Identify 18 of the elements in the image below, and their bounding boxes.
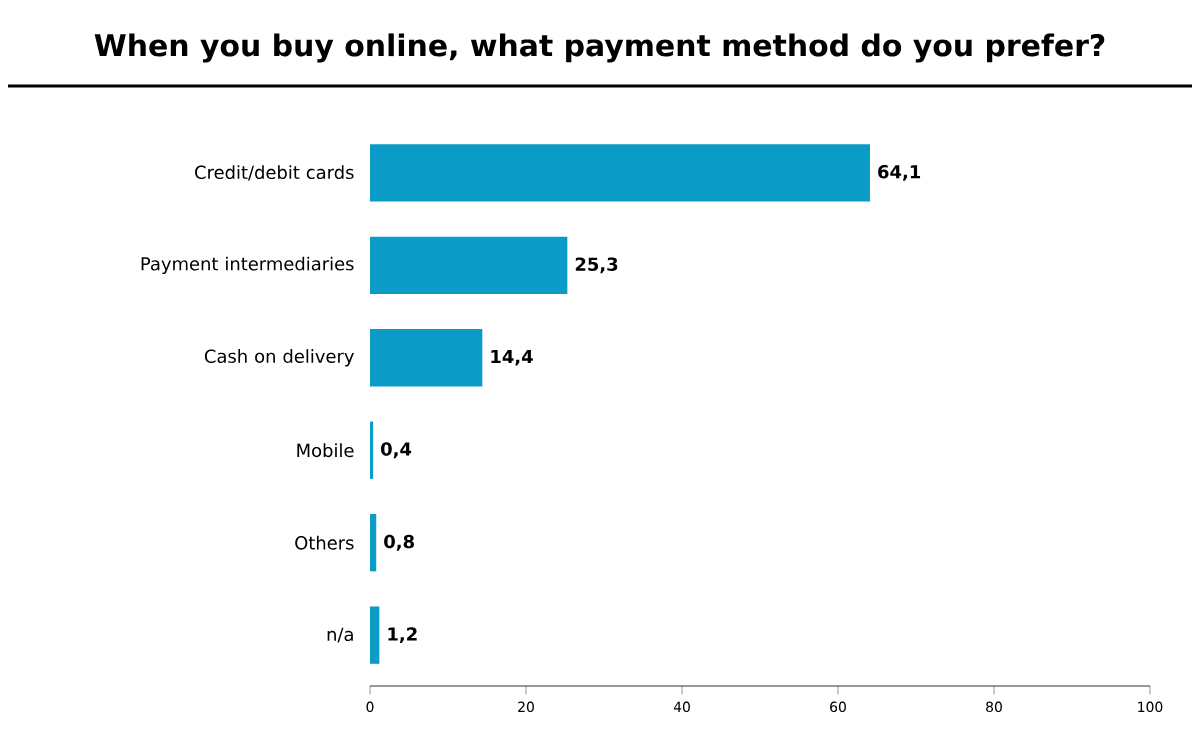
data-label: 0,4 bbox=[381, 442, 412, 459]
bar bbox=[370, 236, 568, 294]
y-tick-label: Others bbox=[295, 535, 354, 550]
y-tick-label: Cash on delivery bbox=[204, 349, 354, 367]
bar bbox=[370, 144, 870, 202]
data-label: 25,3 bbox=[575, 257, 618, 274]
y-tick-label: n/a bbox=[327, 627, 353, 643]
bar bbox=[370, 329, 483, 387]
y-tick-label: Payment intermediaries bbox=[141, 256, 354, 274]
y-tick-label: Credit/debit cards bbox=[195, 165, 354, 181]
data-label: 64,1 bbox=[878, 164, 921, 181]
data-label: 1,2 bbox=[388, 627, 417, 644]
bar bbox=[370, 606, 380, 664]
y-tick-label: Mobile bbox=[297, 443, 354, 458]
data-label: 14,4 bbox=[491, 349, 533, 366]
data-label: 0,8 bbox=[384, 534, 414, 551]
chart-title: When you buy online, what payment method do you prefer? bbox=[94, 33, 1105, 63]
bar bbox=[370, 514, 377, 572]
